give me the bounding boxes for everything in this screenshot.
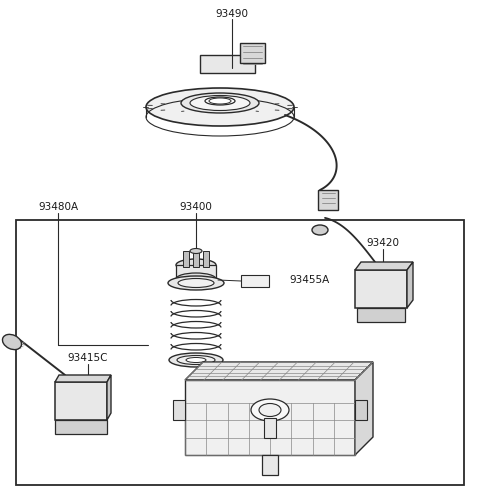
Polygon shape	[173, 400, 185, 420]
Polygon shape	[318, 190, 338, 210]
Text: 93400: 93400	[180, 202, 213, 212]
Polygon shape	[407, 262, 413, 308]
Ellipse shape	[205, 97, 235, 105]
Polygon shape	[264, 418, 276, 438]
Polygon shape	[176, 265, 216, 279]
Ellipse shape	[168, 276, 224, 290]
Ellipse shape	[178, 278, 214, 287]
Ellipse shape	[209, 98, 231, 104]
Ellipse shape	[181, 93, 259, 113]
Text: 93455A: 93455A	[290, 275, 330, 285]
Text: 93420: 93420	[367, 238, 399, 248]
Text: 93490: 93490	[216, 9, 249, 19]
Ellipse shape	[2, 334, 22, 349]
Ellipse shape	[176, 259, 216, 271]
Ellipse shape	[251, 399, 289, 421]
Polygon shape	[185, 380, 355, 455]
Polygon shape	[55, 375, 111, 382]
Polygon shape	[240, 43, 265, 63]
Polygon shape	[185, 362, 373, 380]
Polygon shape	[200, 55, 255, 73]
Polygon shape	[262, 455, 278, 475]
Polygon shape	[271, 364, 289, 376]
Ellipse shape	[259, 404, 281, 416]
Ellipse shape	[190, 95, 250, 110]
Polygon shape	[357, 308, 405, 322]
Ellipse shape	[176, 273, 216, 285]
Polygon shape	[241, 275, 269, 287]
Polygon shape	[55, 382, 107, 420]
Ellipse shape	[186, 357, 206, 362]
Polygon shape	[55, 420, 107, 434]
Polygon shape	[183, 251, 189, 267]
Text: 93415C: 93415C	[68, 353, 108, 363]
Bar	[16, 220, 464, 485]
Ellipse shape	[177, 355, 215, 364]
Polygon shape	[193, 251, 199, 267]
Polygon shape	[355, 362, 373, 455]
Polygon shape	[355, 262, 413, 270]
Ellipse shape	[146, 88, 294, 126]
Text: 93480A: 93480A	[38, 202, 78, 212]
Polygon shape	[355, 400, 367, 420]
Polygon shape	[203, 251, 209, 267]
Polygon shape	[355, 270, 407, 308]
Polygon shape	[107, 375, 111, 420]
Ellipse shape	[169, 353, 223, 367]
Ellipse shape	[312, 225, 328, 235]
Ellipse shape	[190, 248, 202, 253]
